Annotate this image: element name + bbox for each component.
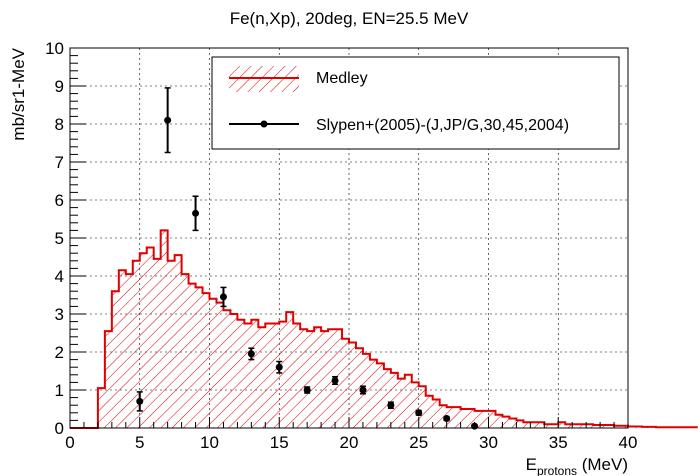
point-marker — [219, 293, 227, 301]
data-point — [219, 286, 227, 308]
y-axis-label: mb/sr1-MeV — [9, 47, 28, 140]
y-tick-label: 3 — [55, 305, 64, 324]
legend-points-label: Slypen+(2005)-(J,JP/G,30,45,2004) — [316, 117, 569, 134]
data-point — [359, 385, 367, 395]
y-tick-label: 1 — [55, 381, 64, 400]
y-tick-label: 8 — [55, 115, 64, 134]
legend-points-marker — [260, 120, 268, 128]
histogram-fill — [70, 230, 698, 428]
point-marker — [192, 209, 200, 217]
x-axis-label-suffix: (MeV) — [577, 455, 628, 474]
x-tick-label: 20 — [340, 433, 359, 452]
x-tick-label: 35 — [549, 433, 568, 452]
y-tick-label: 7 — [55, 153, 64, 172]
x-tick-label: 30 — [479, 433, 498, 452]
data-point — [331, 375, 339, 386]
point-marker — [387, 401, 395, 409]
axis-ticks: 0 5 10 15 20 25 30 35 40 0 1 2 3 4 5 6 7 8 9 10 — [45, 39, 637, 452]
y-tick-label: 5 — [55, 229, 64, 248]
y-tick-label: 9 — [55, 77, 64, 96]
x-axis-label-sub: protons — [537, 464, 577, 476]
point-marker — [359, 386, 367, 394]
data-point — [443, 415, 451, 422]
x-tick-label: 40 — [619, 433, 638, 452]
x-tick-label: 10 — [200, 433, 219, 452]
point-marker — [275, 363, 283, 371]
point-marker — [331, 377, 339, 384]
points-layer — [136, 87, 479, 430]
x-axis-label-main: E — [526, 455, 537, 474]
data-point — [275, 360, 283, 374]
x-tick-label: 5 — [135, 433, 144, 452]
y-tick-label: 2 — [55, 343, 64, 362]
x-tick-label: 15 — [270, 433, 289, 452]
point-marker — [415, 409, 423, 417]
y-tick-label: 6 — [55, 191, 64, 210]
legend: Medley Slypen+(2005)-(J,JP/G,30,45,2004) — [211, 56, 620, 150]
data-point — [303, 386, 311, 394]
data-point — [247, 347, 255, 361]
x-tick-label: 0 — [65, 433, 74, 452]
data-point — [136, 391, 144, 412]
y-tick-label: 4 — [55, 267, 64, 286]
y-tick-label: 0 — [55, 419, 64, 438]
data-point — [192, 195, 200, 232]
chart-title: Fe(n,Xp), 20deg, EN=25.5 MeV — [230, 9, 469, 28]
point-marker — [136, 397, 144, 405]
histogram-layer — [70, 229, 698, 429]
point-marker — [443, 415, 451, 422]
histogram-line — [70, 229, 698, 429]
data-point — [164, 87, 172, 154]
data-point — [387, 401, 395, 409]
data-point — [415, 409, 423, 417]
point-marker — [247, 350, 255, 358]
x-tick-label: 25 — [409, 433, 428, 452]
y-tick-label: 10 — [45, 39, 64, 58]
point-marker — [164, 116, 172, 124]
legend-histogram-label: Medley — [316, 70, 368, 87]
x-axis-label: Eprotons (MeV) — [526, 455, 628, 476]
point-marker — [303, 386, 311, 394]
